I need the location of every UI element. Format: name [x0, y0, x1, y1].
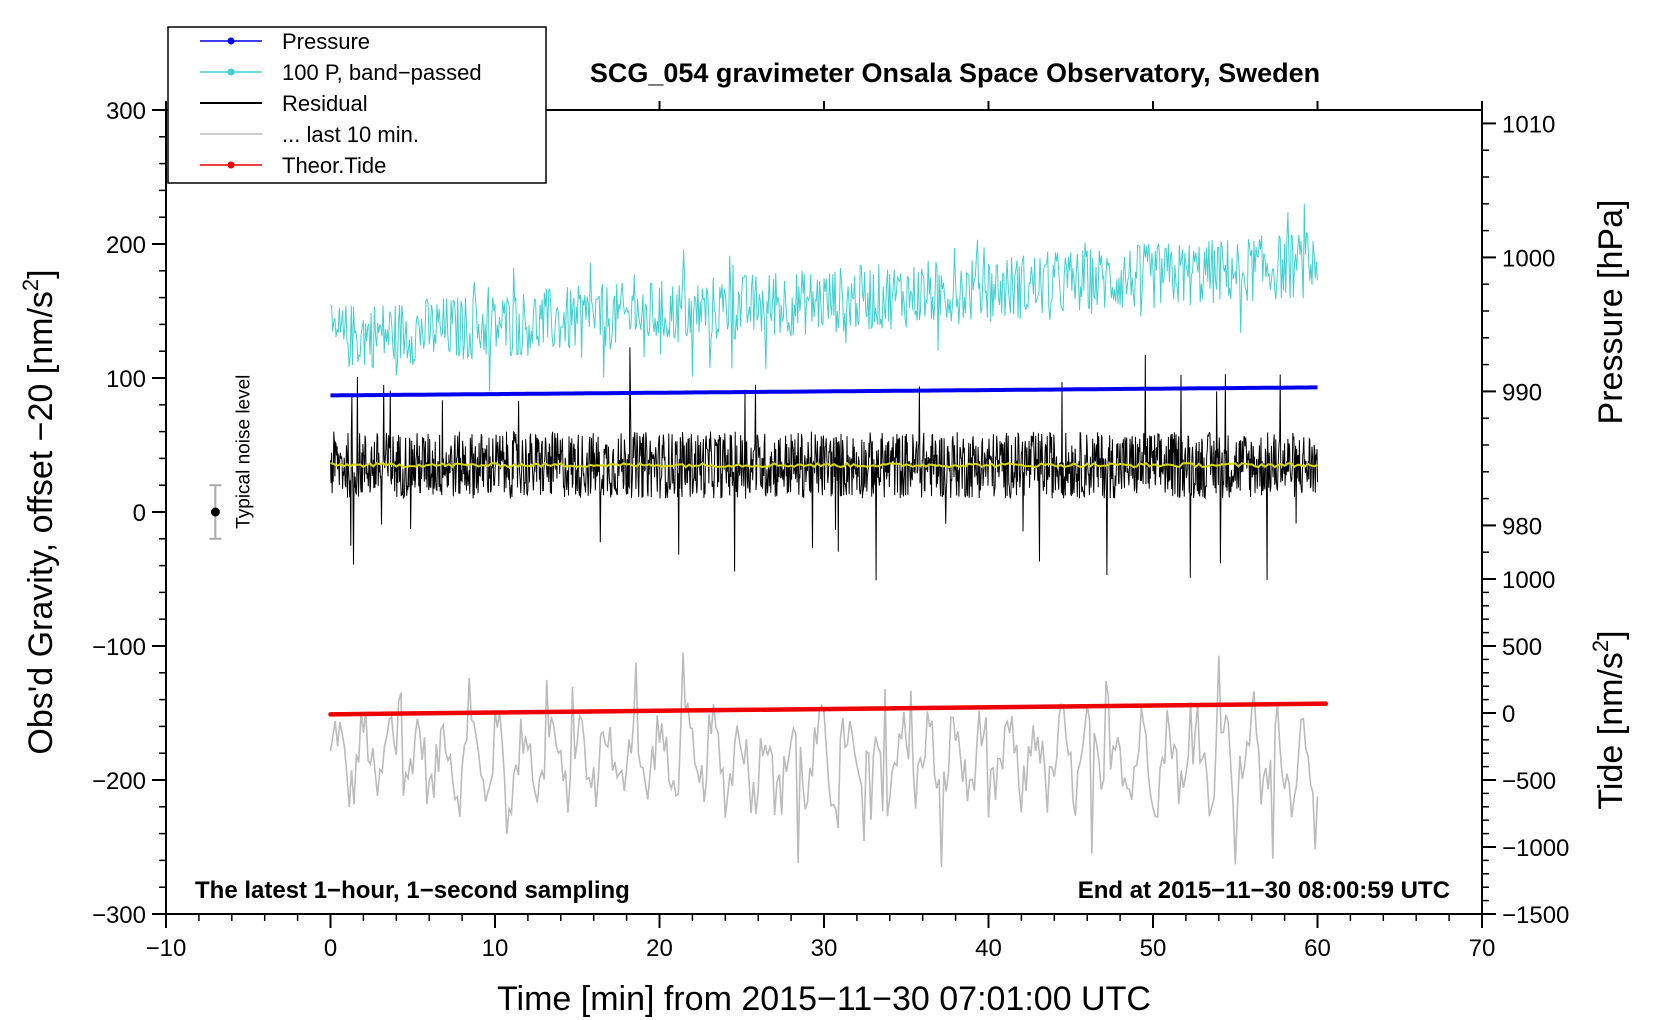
annotation-sampling: The latest 1−hour, 1−second sampling [195, 877, 630, 904]
y-tick-label: −300 [92, 902, 146, 929]
x-tick-label: −10 [146, 935, 187, 962]
pressure-tick-label: 980 [1502, 513, 1542, 540]
tide-axis-label-close: ] [1592, 630, 1630, 639]
tide-axis-label-main: Tide [nm/s [1592, 652, 1630, 809]
x-tick-label: 40 [975, 935, 1002, 962]
tide-axis-label-sup: 2 [1588, 640, 1613, 652]
y-axis-label-close: ] [22, 269, 60, 278]
pressure-tick-label: 1000 [1502, 245, 1555, 272]
x-tick-label: 60 [1304, 935, 1331, 962]
legend-label: Pressure [282, 29, 370, 54]
y-tick-label: 0 [133, 500, 146, 527]
legend: Pressure 100 P, band−passed Residual ... la… [167, 26, 547, 184]
y-tick-label: 200 [106, 232, 146, 259]
noise-level-label: Typical noise level [233, 375, 254, 529]
x-axis-label: Time [min] from 2015−11−30 07:01:00 UTC [497, 980, 1151, 1018]
legend-label: Residual [282, 91, 368, 116]
y-tick-label: −200 [92, 768, 146, 795]
tide-tick-label: 0 [1502, 701, 1515, 728]
series-layer [328, 203, 1328, 868]
legend-label: Theor.Tide [282, 153, 386, 178]
annotation-end-time: End at 2015−11−30 08:00:59 UTC [1078, 877, 1450, 904]
tide-tick-label: −1000 [1502, 835, 1569, 862]
legend-box [167, 26, 547, 184]
y-tick-label: −100 [92, 634, 146, 661]
pressure-axis-label: Pressure [hPa] [1592, 200, 1630, 425]
axes-layer: −10 0 10 20 30 40 50 60 703002001000−100−200−300… [92, 0, 1569, 962]
x-tick-label: 30 [811, 935, 838, 962]
legend-marker [227, 68, 235, 76]
tide-axis-label: Tide [nm/s2] [1588, 630, 1630, 809]
y-tick-label: 300 [106, 98, 146, 125]
x-tick-label: 50 [1140, 935, 1167, 962]
noise-bar-center [210, 507, 220, 517]
x-tick-label: 10 [482, 935, 509, 962]
chart-title: SCG_054 gravimeter Onsala Space Observat… [590, 58, 1320, 88]
y-axis-label-main: Obs'd Gravity, offset −20 [nm/s [22, 291, 60, 754]
x-tick-label: 0 [324, 935, 337, 962]
noise-level-bar: Typical noise level [209, 375, 254, 540]
series-smoothed-residual [330, 461, 1318, 469]
x-tick-label: 20 [646, 935, 673, 962]
tide-tick-label: −500 [1502, 768, 1556, 795]
y-axis-label-sup: 2 [18, 279, 43, 291]
series-residual [330, 347, 1318, 581]
legend-marker [227, 37, 235, 45]
pressure-tick-label: 1010 [1502, 111, 1555, 138]
series-theoretical-tide [328, 701, 1328, 717]
legend-items: Pressure 100 P, band−passed Residual ... la… [200, 29, 482, 178]
tide-tick-label: 500 [1502, 634, 1542, 661]
legend-label: 100 P, band−passed [282, 60, 482, 85]
series-band-passed-pressure [330, 203, 1318, 392]
series-pressure [330, 385, 1318, 398]
tide-tick-label: 1000 [1502, 567, 1555, 594]
legend-label: ... last 10 min. [282, 122, 419, 147]
tide-tick-label: −1500 [1502, 902, 1569, 929]
y-tick-label: 100 [106, 366, 146, 393]
legend-marker [227, 161, 235, 169]
x-tick-label: 70 [1469, 935, 1496, 962]
pressure-tick-label: 990 [1502, 379, 1542, 406]
y-axis-label: Obs'd Gravity, offset −20 [nm/s2] [18, 269, 60, 754]
